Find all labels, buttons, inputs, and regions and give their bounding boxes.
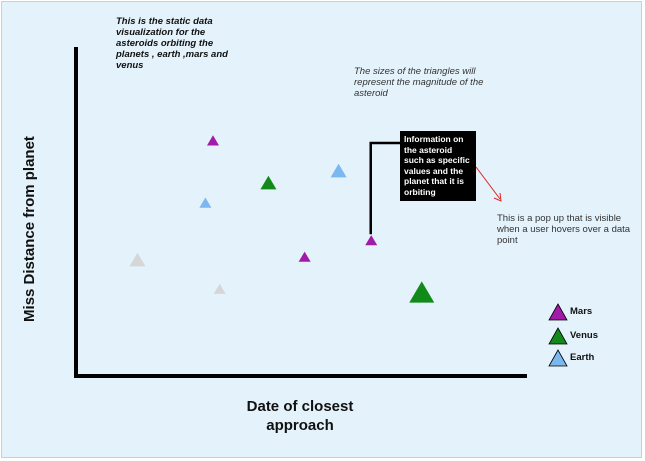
data-point-mars-0[interactable]: [206, 135, 219, 146]
data-point-mars-2[interactable]: [365, 235, 378, 246]
data-point-venus-3[interactable]: [260, 175, 277, 190]
y-axis-label: Miss Distance from planet: [21, 136, 38, 322]
earth-triangle-icon: [548, 349, 568, 367]
data-point-venus-4[interactable]: [409, 281, 435, 303]
asteroid-info-tooltip: Information on the asteroid such as spec…: [400, 131, 476, 201]
data-point-unassigned-7[interactable]: [129, 252, 146, 267]
data-point-earth-6[interactable]: [330, 163, 347, 178]
x-axis-label: Date of closest approach: [246, 398, 354, 434]
size-note: The sizes of the triangles will represen…: [354, 66, 484, 99]
data-point-unassigned-8[interactable]: [213, 283, 226, 294]
axes: [74, 47, 527, 378]
popup-note: This is a pop up that is visible when a …: [497, 213, 631, 246]
legend-label-venus: Venus: [570, 330, 598, 341]
legend-label-earth: Earth: [570, 352, 595, 363]
mars-triangle-icon: [548, 303, 568, 321]
legend-label-mars: Mars: [570, 306, 593, 317]
data-point-mars-1[interactable]: [298, 251, 311, 262]
popup-arrow-icon: [475, 166, 502, 202]
tooltip-connector-line: [369, 141, 402, 235]
data-points: [129, 135, 435, 303]
intro-note: This is the static data visualization fo…: [116, 16, 228, 71]
venus-triangle-icon: [548, 327, 568, 345]
data-point-earth-5[interactable]: [199, 197, 212, 208]
